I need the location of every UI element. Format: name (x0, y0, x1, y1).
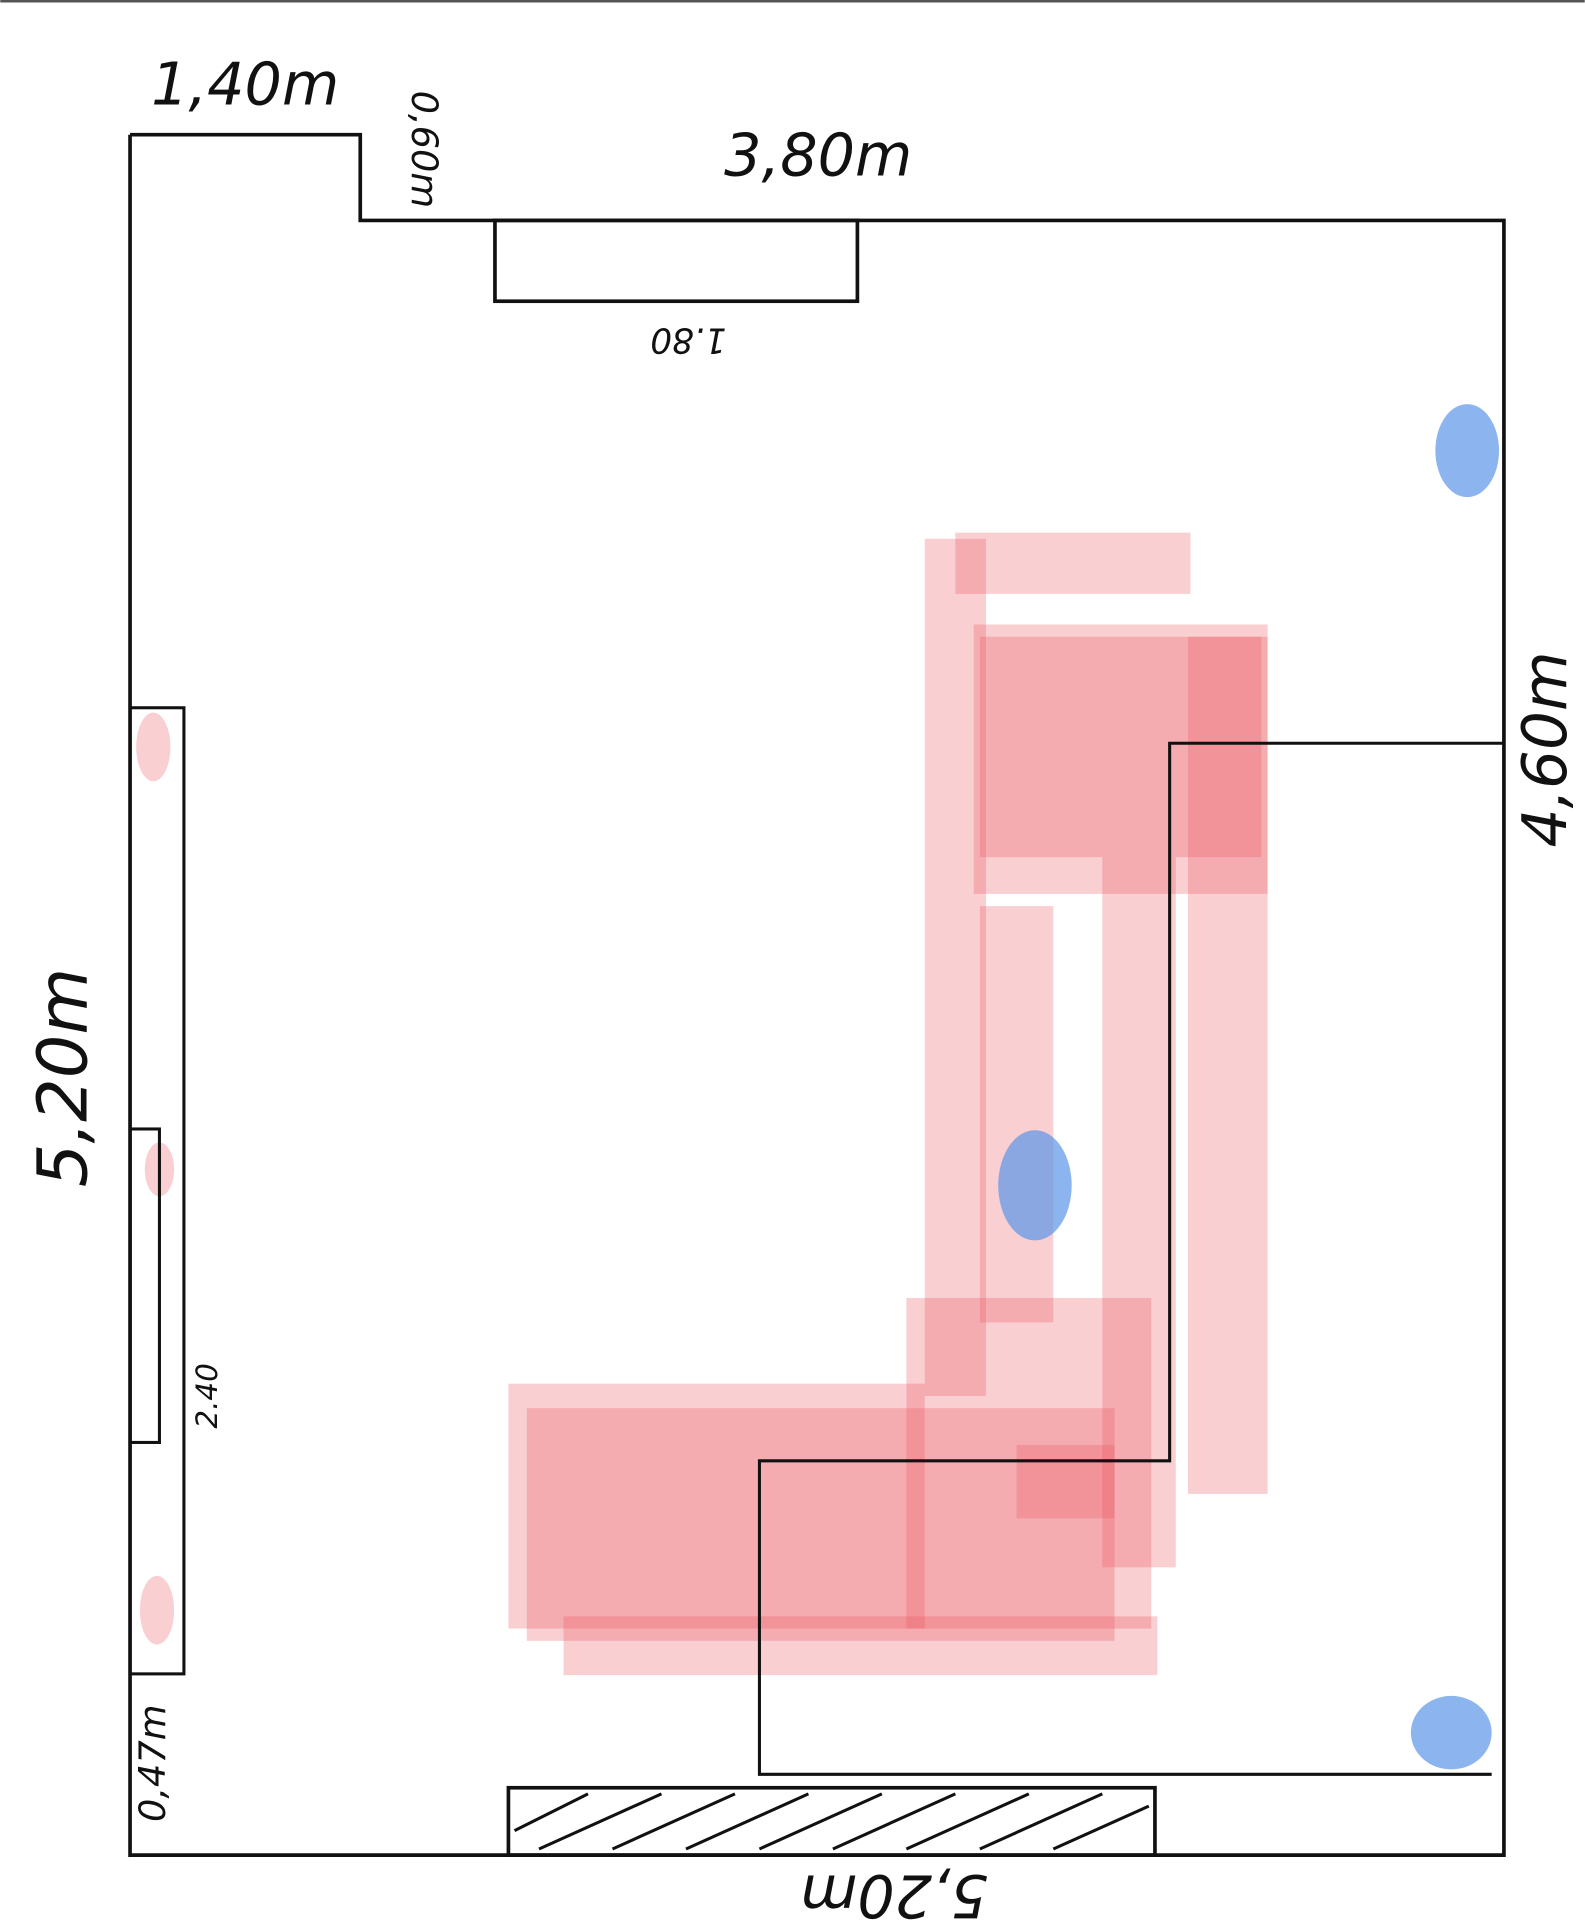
window-mark (139, 1575, 175, 1645)
red-stroke (924, 538, 986, 1396)
inner-outline (757, 741, 1504, 1776)
top-niche (493, 218, 860, 304)
red-stroke (1016, 1444, 1115, 1519)
room-outline (128, 132, 1506, 1857)
dimension-label: 5,20m (800, 1862, 988, 1920)
blue-mark (1410, 1695, 1492, 1770)
dimension-label: 0,47m (131, 1704, 174, 1822)
blue-mark (1435, 404, 1500, 498)
furniture-sketch (136, 404, 1500, 1770)
dimension-label: 2.40 (190, 1363, 224, 1428)
red-stroke (526, 1408, 1115, 1641)
red-stroke (979, 906, 1054, 1323)
red-stroke (979, 636, 1262, 858)
hatched-element (506, 1785, 1157, 1857)
dimension-label: 3,80m (724, 120, 912, 189)
dimension-label: 1,40m (151, 49, 339, 118)
red-stroke (563, 1616, 1158, 1676)
red-stroke (955, 532, 1191, 594)
window-mark (136, 712, 171, 782)
window-frame (128, 1127, 161, 1444)
dimension-label: 4,60m (1510, 651, 1581, 847)
red-stroke (906, 1297, 1152, 1629)
red-stroke (1188, 636, 1268, 1494)
dimension-label: 0,60m (403, 91, 446, 209)
dimension-label: 1.80 (650, 319, 726, 359)
red-stroke (973, 624, 1268, 894)
hatching (513, 1792, 1150, 1851)
red-stroke (508, 1383, 925, 1629)
dimension-label: 5,20m (24, 968, 104, 1187)
red-stroke (1102, 857, 1176, 1568)
blue-mark (998, 1130, 1072, 1241)
